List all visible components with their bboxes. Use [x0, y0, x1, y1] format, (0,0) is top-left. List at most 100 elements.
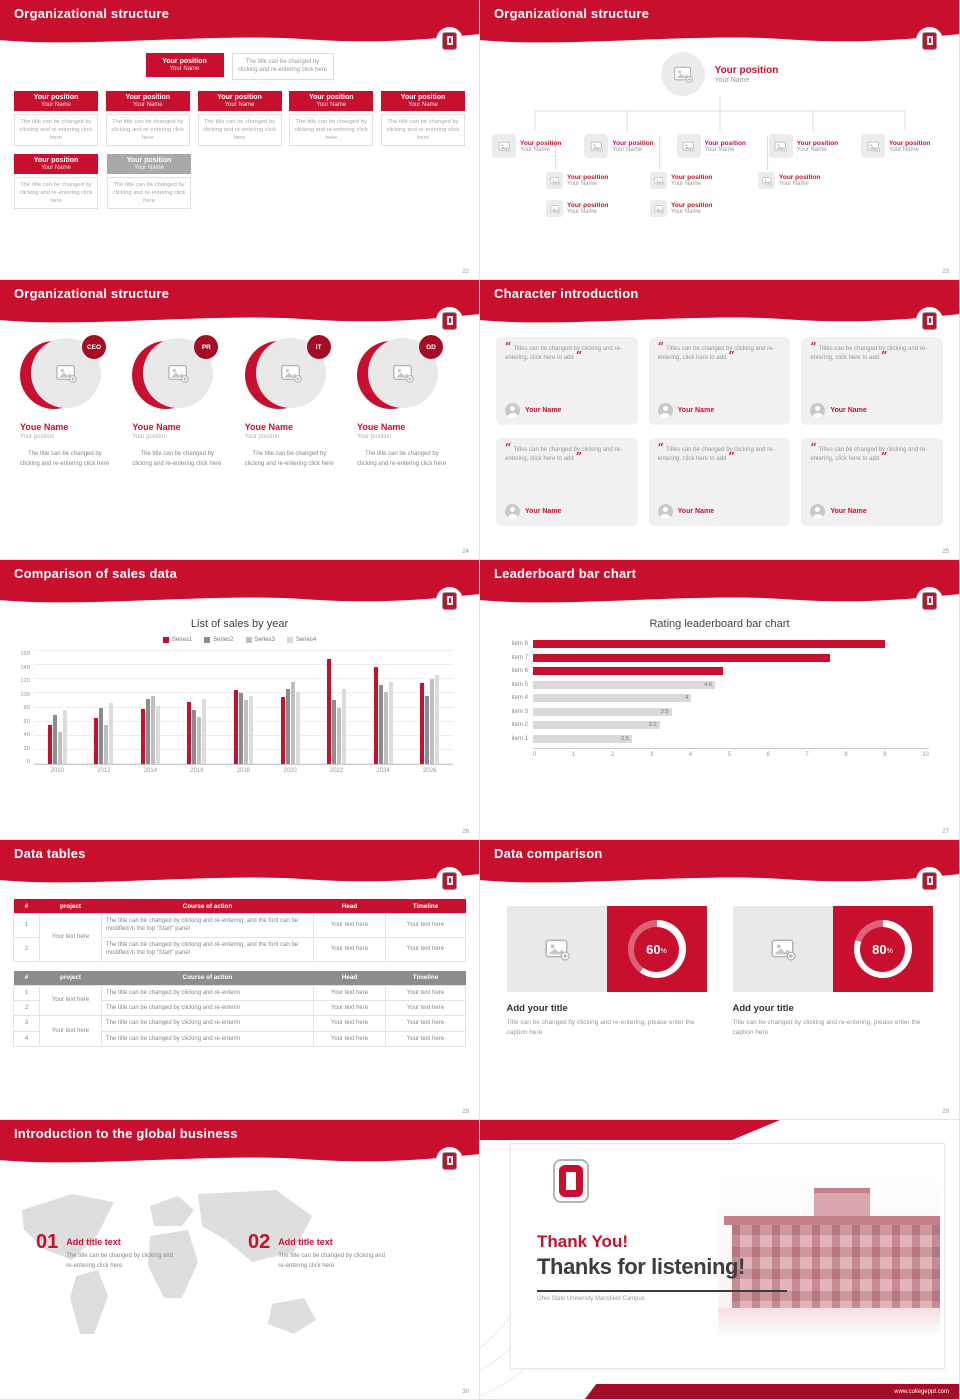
bar-series1 — [47, 725, 52, 764]
y-tick-label: 100 — [20, 691, 30, 698]
bar-series2 — [192, 710, 197, 764]
slide-title: Data tables — [14, 846, 86, 861]
ohio-state-logo-icon — [436, 587, 463, 614]
ohio-state-logo-icon — [916, 27, 943, 54]
y-tick-label: 40 — [23, 732, 30, 738]
slide-title: Organizational structure — [14, 6, 170, 21]
member-card: GD Youe Name Your position The title can… — [356, 335, 459, 469]
global-item: 02 Add title text The title can be change… — [248, 1232, 443, 1271]
item-title: Add title text — [278, 1237, 333, 1247]
role-badge: PR — [194, 335, 219, 359]
slide-30-global-business[interactable]: Introduction to the global business 01 A… — [0, 1120, 480, 1400]
slide-header: Introduction to the global business — [0, 1120, 479, 1174]
org-root-box: Your position Your Name — [145, 53, 224, 77]
bar-series4 — [248, 696, 253, 764]
slide-26-comparison-of-sales-data[interactable]: Comparison of sales data List of sales b… — [0, 560, 480, 840]
person-icon — [657, 403, 673, 418]
person-icon — [657, 504, 673, 519]
bar-series3 — [197, 717, 202, 764]
org-member: Your position Your Name — [492, 134, 578, 158]
org-member: Your position Your Name — [861, 134, 947, 158]
bar-series2 — [425, 696, 430, 764]
x-tick-label: 5 — [727, 752, 731, 758]
table-row: 1 Your text here The title can be change… — [13, 913, 466, 962]
legend-label: Series2 — [213, 637, 234, 643]
bar-series4 — [295, 691, 300, 764]
slide-thank-you[interactable]: Thank You! Thanks for listening! Ohio St… — [480, 1120, 960, 1400]
legend-swatch — [245, 637, 252, 643]
org-branch: Your position Your Name The title can be c… — [14, 90, 98, 147]
legend-swatch — [162, 637, 169, 643]
ohio-state-logo-icon — [436, 27, 463, 54]
legend-label: Series3 — [254, 637, 275, 643]
leaderboard-row: item 4 4 — [502, 694, 929, 702]
org-name: Your Name — [169, 66, 200, 72]
thank-you-card: Thank You! Thanks for listening! Ohio St… — [510, 1143, 945, 1369]
bar-value-label: 4.6 — [704, 681, 713, 688]
bar-series4 — [342, 689, 347, 764]
slide-23-organizational-structure[interactable]: Organizational structure Your position Yo… — [480, 0, 960, 280]
slide-title: Data comparison — [494, 846, 603, 861]
card-title: Add your title — [732, 1003, 794, 1014]
slide-title: Comparison of sales data — [14, 566, 178, 581]
bar-series1 — [327, 659, 332, 764]
col-header: Head — [313, 970, 386, 986]
col-header: # — [13, 899, 40, 914]
bar-fill: 2.5 — [533, 734, 632, 743]
close-quote-icon: ” — [881, 349, 888, 363]
col-header: project — [39, 970, 102, 986]
quote-card: “Titles can be changed by clicking and r… — [496, 438, 638, 526]
table-row: 2 The title can be changed by clicking a… — [13, 936, 466, 962]
col-header: Timeline — [385, 970, 466, 986]
member-position: Your position — [20, 434, 55, 440]
image-placeholder-icon — [280, 362, 302, 384]
org-sub-branch: Your position Your Name Your position Your… — [650, 136, 712, 228]
leaderboard-row: item 3 3.5 — [502, 707, 929, 716]
member-card: PR Youe Name Your position The title can… — [132, 335, 234, 469]
gridline — [34, 720, 453, 722]
bar-track — [533, 667, 929, 675]
data-table-primary: # project Course of action Head Timeline… — [13, 899, 466, 962]
chart-title: List of sales by year — [190, 618, 289, 630]
close-quote-icon: ” — [575, 349, 583, 363]
header-swoosh — [0, 27, 479, 43]
image-placeholder-icon — [590, 140, 603, 153]
slide-27-leaderboard-bar-chart[interactable]: Leaderboard bar chart Rating leaderboard… — [480, 560, 960, 840]
legend-item: Series1 — [162, 637, 192, 643]
item-label: item 1 — [511, 735, 528, 742]
bar-track: 4.6 — [533, 680, 929, 689]
leaderboard-row: item 7 — [502, 653, 929, 662]
image-placeholder-icon — [682, 140, 695, 153]
x-tick-label: 2018 — [236, 768, 251, 774]
slide-25-character-introduction[interactable]: Character introduction “Titles can be ch… — [480, 280, 960, 560]
col-header: Course of action — [101, 899, 314, 914]
ohio-state-logo-icon — [916, 867, 943, 894]
item-label: item 6 — [511, 668, 528, 674]
y-tick-label: 20 — [23, 745, 30, 752]
close-quote-icon: ” — [881, 450, 888, 464]
slide-28-data-tables[interactable]: Data tables # project Course of action H… — [0, 840, 480, 1120]
legend-item: Series2 — [204, 637, 234, 643]
image-placeholder-icon — [544, 936, 570, 962]
data-table-secondary: # project Course of action Head Timeline… — [13, 970, 466, 1048]
image-placeholder-icon — [550, 204, 560, 214]
bar-series1 — [420, 682, 425, 764]
member-caption: The title can be changed by clicking and… — [132, 451, 222, 467]
org-branch: Your position Your Name The title can be c… — [105, 90, 190, 147]
open-quote-icon: “ — [505, 441, 512, 454]
slide-24-organizational-structure[interactable]: Organizational structure CEO Youe Name Y… — [0, 280, 480, 560]
slide-29-data-comparison[interactable]: Data comparison 60% Add your title Title… — [480, 840, 960, 1120]
bar-series4 — [109, 703, 114, 764]
quote-card: “Titles can be changed by clicking and r… — [648, 337, 791, 425]
header-swoosh — [480, 587, 959, 603]
bar-group — [140, 651, 160, 764]
bar-fill — [533, 653, 830, 662]
org-position: Your position — [714, 64, 779, 76]
image-placeholder — [732, 906, 833, 992]
org-position: Your position — [162, 58, 207, 65]
slide-22-organizational-structure[interactable]: Organizational structure Your position Y… — [0, 0, 480, 280]
bar-track: 3.5 — [533, 707, 929, 716]
quote-card: “Titles can be changed by clicking and r… — [801, 337, 943, 425]
page-number: 23 — [942, 269, 949, 275]
